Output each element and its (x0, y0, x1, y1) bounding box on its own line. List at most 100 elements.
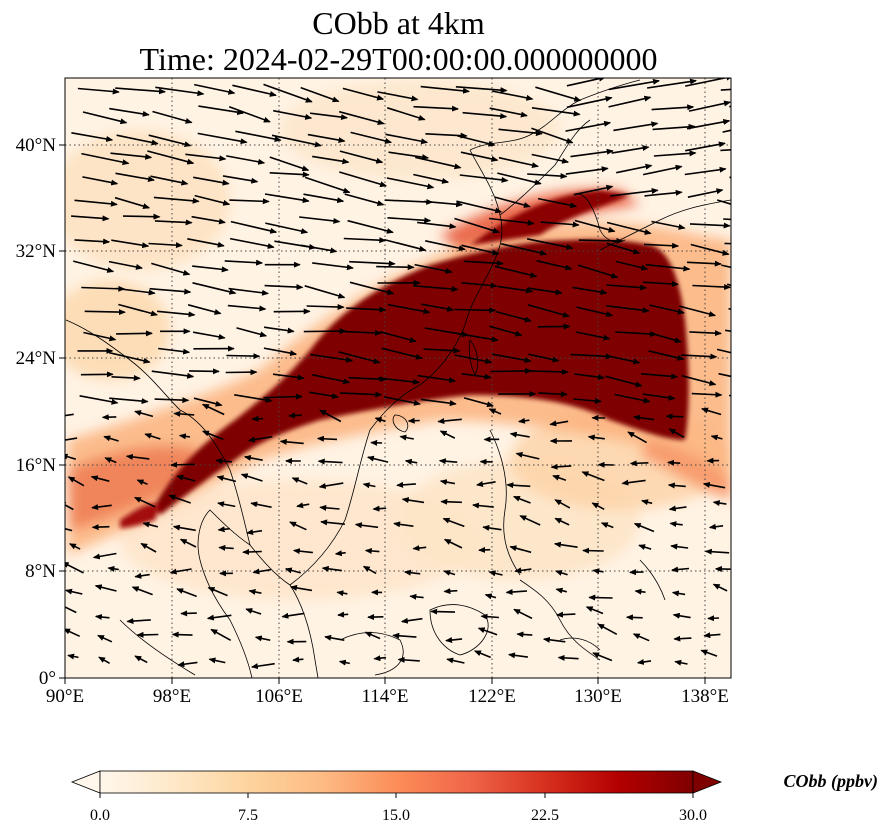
wind-arrow (107, 565, 119, 572)
wind-arrow (553, 541, 578, 548)
wind-arrow (508, 652, 529, 659)
wind-arrow (576, 306, 614, 318)
wind-arrow (337, 611, 349, 618)
wind-arrow (134, 572, 150, 579)
wind-arrow (240, 473, 263, 482)
wind-arrow (490, 367, 533, 374)
wind-arrow (65, 628, 81, 638)
wind-arrow (319, 504, 340, 511)
wind-arrow (621, 479, 646, 486)
wind-arrow (720, 88, 731, 91)
colorbar-tick-label: 22.5 (531, 807, 559, 824)
wind-arrow (172, 524, 196, 532)
wind-arrow (386, 177, 435, 190)
wind-arrow (114, 196, 151, 209)
wind-arrow (134, 655, 148, 664)
wind-arrow (150, 175, 189, 186)
wind-arrow (494, 265, 538, 279)
wind-arrow (312, 155, 350, 165)
wind-arrow (149, 287, 192, 295)
wind-arrow (692, 284, 731, 291)
wind-arrow (65, 603, 77, 614)
wind-arrow (122, 213, 161, 220)
wind-arrow (519, 515, 541, 526)
wind-arrow (187, 304, 222, 315)
wind-arrow (712, 500, 727, 507)
wind-arrow (633, 522, 655, 533)
wind-arrow (629, 460, 649, 467)
wind-arrow (324, 634, 345, 641)
wind-arrow (265, 222, 309, 235)
wind-arrow (476, 481, 496, 487)
wind-arrow (648, 350, 685, 361)
wind-arrow (65, 561, 84, 574)
wind-arrow (65, 588, 83, 595)
wind-arrow (115, 87, 166, 95)
wind-arrow (404, 458, 418, 465)
wind-arrow (484, 593, 497, 600)
wind-arrow (668, 505, 687, 512)
wind-arrow (362, 482, 376, 489)
wind-arrow (69, 543, 81, 550)
wind-arrow (364, 631, 381, 640)
wind-arrow (668, 428, 685, 438)
wind-arrow (716, 348, 731, 354)
wind-arrow (430, 608, 456, 615)
wind-arrow (188, 368, 220, 375)
wind-arrow (291, 477, 308, 485)
wind-arrow (376, 264, 415, 271)
wind-arrow (565, 120, 612, 132)
x-tick-label: 106°E (255, 686, 303, 707)
wind-arrow (531, 153, 570, 164)
wind-arrow (300, 86, 340, 103)
wind-arrow (542, 636, 566, 643)
wind-arrow (489, 325, 523, 337)
wind-arrow (527, 287, 563, 296)
wind-arrow (652, 123, 696, 131)
wind-arrow (492, 90, 534, 101)
wind-arrow (591, 502, 605, 511)
wind-arrow (528, 368, 569, 375)
wind-arrow (653, 150, 697, 157)
wind-arrow (463, 260, 504, 267)
colorbar-tick-label: 0.0 (90, 807, 110, 824)
wind-arrow (414, 263, 453, 274)
wind-arrow (263, 393, 303, 400)
wind-arrow (81, 152, 130, 166)
wind-arrow (633, 414, 655, 421)
wind-arrow (67, 476, 85, 487)
wind-arrow (704, 548, 730, 555)
wind-arrow (649, 304, 685, 315)
wind-arrow (217, 501, 236, 508)
wind-arrow (126, 618, 151, 625)
wind-arrow (366, 455, 389, 463)
wind-arrow (689, 222, 731, 229)
wind-arrow (679, 305, 717, 317)
wind-arrow (299, 216, 341, 224)
wind-arrow (362, 565, 377, 575)
wind-arrow (140, 542, 157, 553)
wind-arrow (108, 260, 143, 270)
wind-arrow (443, 588, 458, 595)
wind-arrow (673, 635, 692, 642)
wind-arrow (577, 264, 619, 279)
x-tick-label: 90°E (46, 686, 84, 707)
map-timestamp: Time: 2024-02-29T00:00:00.000000000 (139, 41, 658, 77)
wind-arrow (349, 281, 395, 295)
wind-arrow (290, 584, 313, 592)
wind-arrow (245, 608, 262, 615)
wind-arrow (463, 397, 494, 408)
wind-arrow (269, 156, 310, 172)
wind-arrow (185, 153, 227, 162)
wind-arrow (615, 260, 649, 271)
colorbar: 0.0 7.5 15.0 22.5 30.0 CObb (ppbv) (70, 770, 878, 824)
wind-arrow (91, 504, 112, 511)
wind-arrow (689, 330, 722, 337)
wind-arrow (651, 220, 686, 230)
wind-arrow (84, 309, 126, 316)
wind-arrow (460, 151, 499, 162)
wind-arrow (134, 410, 154, 418)
wind-arrow (263, 347, 298, 357)
wind-arrow (234, 394, 273, 403)
wind-arrow (272, 373, 305, 381)
